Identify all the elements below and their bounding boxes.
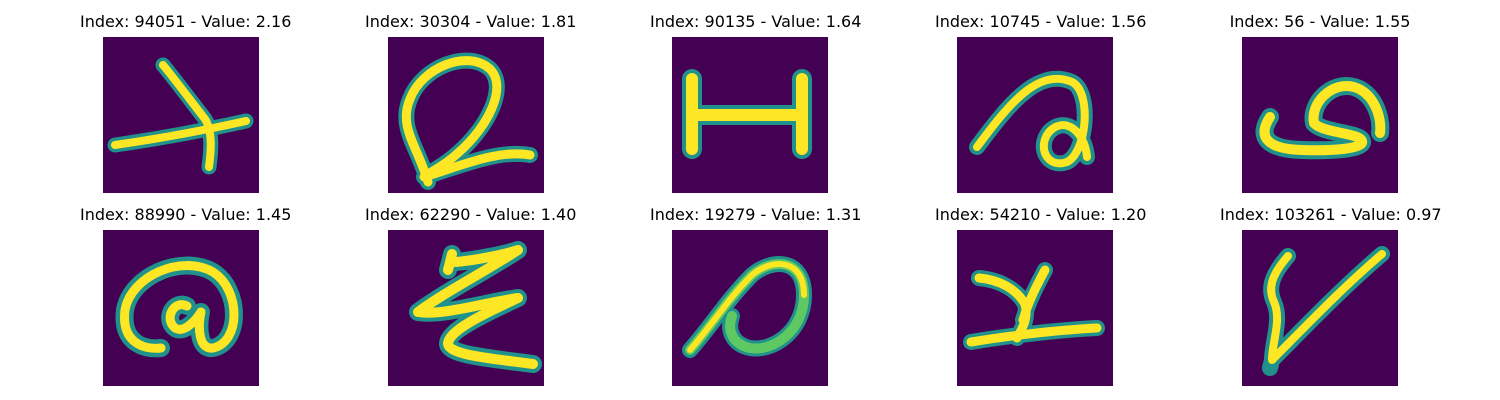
digit-image <box>672 37 828 193</box>
panel-title: Index: 10745 - Value: 1.56 <box>935 12 1147 31</box>
digit-image <box>957 230 1113 386</box>
panel-title: Index: 54210 - Value: 1.20 <box>935 205 1147 224</box>
panel-title: Index: 19279 - Value: 1.31 <box>650 205 862 224</box>
panel-title: Index: 103261 - Value: 0.97 <box>1220 205 1442 224</box>
glyph-6 <box>115 256 243 358</box>
glyph-1 <box>107 57 254 175</box>
digit-image <box>672 230 828 386</box>
digit-image <box>103 37 259 193</box>
glyph-7 <box>409 241 542 373</box>
glyph-8 <box>682 256 812 358</box>
digit-image <box>1242 37 1398 193</box>
glyph-10 <box>1262 246 1390 376</box>
glyph-3 <box>682 69 812 159</box>
panel-title: Index: 30304 - Value: 1.81 <box>365 12 577 31</box>
panel-title: Index: 94051 - Value: 2.16 <box>80 12 292 31</box>
panel-title: Index: 62290 - Value: 1.40 <box>365 205 577 224</box>
digit-image <box>957 37 1113 193</box>
glyph-4 <box>969 70 1095 172</box>
digit-image <box>103 230 259 386</box>
panel-title: Index: 88990 - Value: 1.45 <box>80 205 292 224</box>
digit-image <box>388 230 544 386</box>
glyph-5 <box>1255 77 1390 160</box>
glyph-9 <box>963 262 1105 350</box>
digit-image <box>388 37 544 193</box>
digit-image <box>1242 230 1398 386</box>
glyph-2 <box>398 52 538 190</box>
panel-title: Index: 90135 - Value: 1.64 <box>650 12 862 31</box>
panel-title: Index: 56 - Value: 1.55 <box>1229 12 1411 31</box>
